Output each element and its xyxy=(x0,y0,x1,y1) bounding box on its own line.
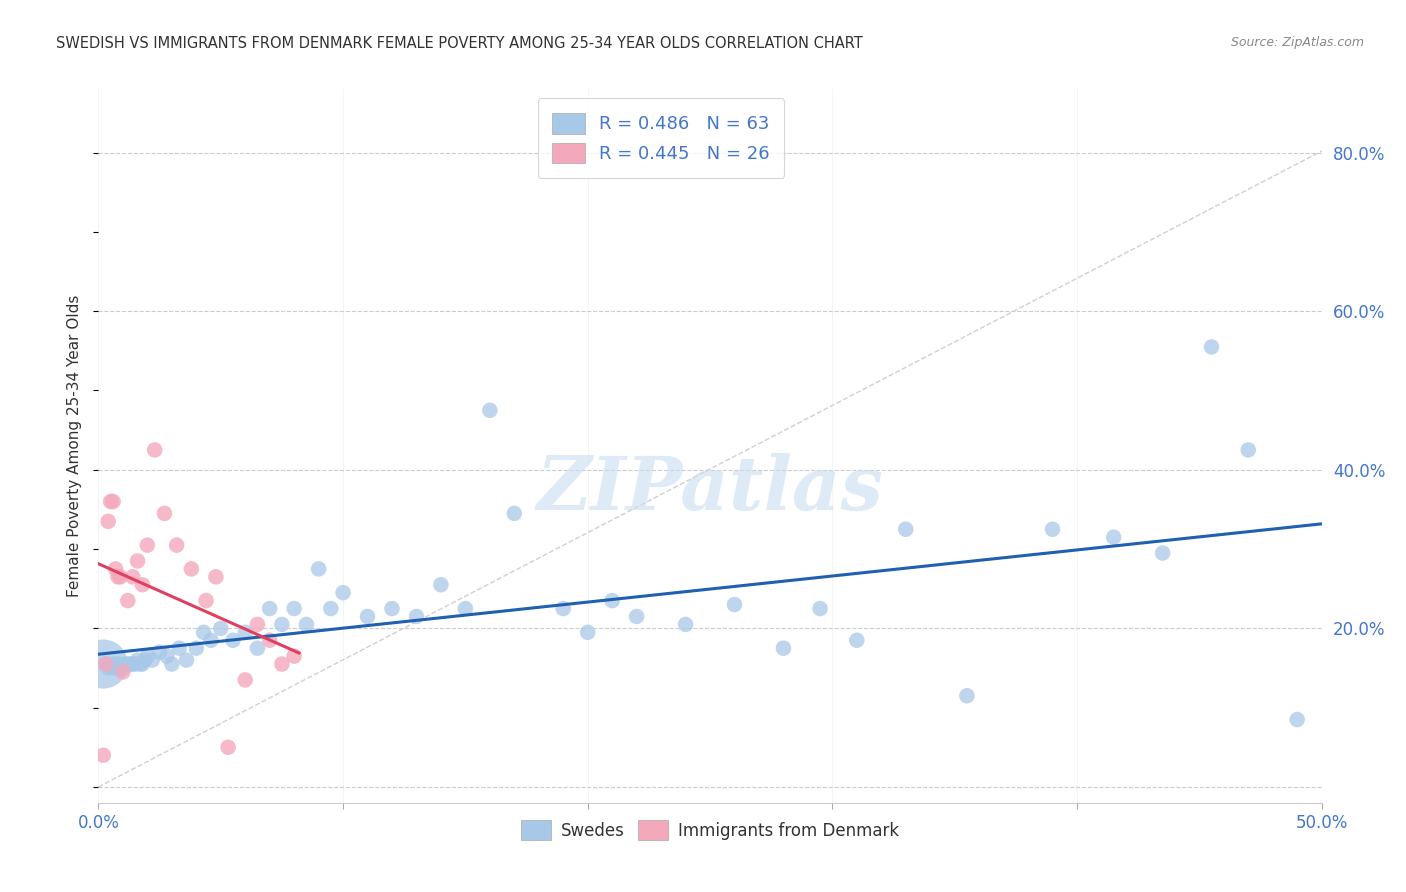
Y-axis label: Female Poverty Among 25-34 Year Olds: Female Poverty Among 25-34 Year Olds xyxy=(67,295,83,597)
Text: ZIPatlas: ZIPatlas xyxy=(537,452,883,525)
Point xyxy=(100,494,122,508)
Text: SWEDISH VS IMMIGRANTS FROM DENMARK FEMALE POVERTY AMONG 25-34 YEAR OLDS CORRELAT: SWEDISH VS IMMIGRANTS FROM DENMARK FEMAL… xyxy=(56,36,863,51)
Point xyxy=(381,601,404,615)
Point xyxy=(111,665,134,679)
Point xyxy=(121,657,143,671)
Point xyxy=(283,601,305,615)
Point xyxy=(124,657,146,671)
Point xyxy=(430,578,453,592)
Point xyxy=(94,657,117,671)
Point xyxy=(845,633,868,648)
Point xyxy=(209,621,232,635)
Point xyxy=(160,657,183,671)
Point xyxy=(127,653,149,667)
Point xyxy=(319,601,342,615)
Point xyxy=(97,661,120,675)
Point xyxy=(195,593,218,607)
Point xyxy=(104,562,127,576)
Point xyxy=(270,657,294,671)
Text: 50.0%: 50.0% xyxy=(1295,814,1348,831)
Point xyxy=(156,649,179,664)
Point xyxy=(503,507,526,521)
Point xyxy=(110,661,132,675)
Point xyxy=(134,653,156,667)
Point xyxy=(222,633,245,648)
Point xyxy=(626,609,648,624)
Legend: Swedes, Immigrants from Denmark: Swedes, Immigrants from Denmark xyxy=(513,812,907,848)
Point xyxy=(246,617,269,632)
Point xyxy=(166,538,188,552)
Point xyxy=(553,601,575,615)
Point xyxy=(1286,713,1309,727)
Point xyxy=(141,653,163,667)
Point xyxy=(114,657,136,671)
Point xyxy=(356,609,378,624)
Point xyxy=(956,689,979,703)
Point xyxy=(129,657,152,671)
Point xyxy=(120,657,142,671)
Point xyxy=(576,625,599,640)
Point xyxy=(149,645,172,659)
Point xyxy=(1042,522,1064,536)
Point xyxy=(259,633,281,648)
Point xyxy=(100,657,122,671)
Point xyxy=(405,609,427,624)
Point xyxy=(131,578,153,592)
Point xyxy=(136,649,159,664)
Point xyxy=(332,585,354,599)
Point xyxy=(295,617,318,632)
Point xyxy=(233,673,256,687)
Point xyxy=(180,562,202,576)
Point xyxy=(246,641,269,656)
Point xyxy=(193,625,215,640)
Point xyxy=(136,538,159,552)
Point xyxy=(176,653,198,667)
Point xyxy=(675,617,697,632)
Point xyxy=(233,625,256,640)
Point xyxy=(259,601,281,615)
Point xyxy=(127,554,149,568)
Point xyxy=(107,657,129,671)
Point xyxy=(167,641,190,656)
Point xyxy=(1201,340,1223,354)
Point xyxy=(117,593,139,607)
Point xyxy=(217,740,239,755)
Point xyxy=(101,494,124,508)
Point xyxy=(772,641,794,656)
Point xyxy=(121,570,143,584)
Point xyxy=(153,507,176,521)
Point xyxy=(91,657,114,671)
Text: Source: ZipAtlas.com: Source: ZipAtlas.com xyxy=(1230,36,1364,49)
Point xyxy=(131,657,153,671)
Point xyxy=(200,633,222,648)
Point xyxy=(205,570,228,584)
Point xyxy=(110,570,132,584)
Point xyxy=(1152,546,1174,560)
Point xyxy=(600,593,623,607)
Point xyxy=(111,661,134,675)
Point xyxy=(808,601,831,615)
Point xyxy=(117,657,139,671)
Point xyxy=(94,657,117,671)
Point xyxy=(283,649,305,664)
Point xyxy=(143,442,166,457)
Point xyxy=(723,598,745,612)
Text: 0.0%: 0.0% xyxy=(77,814,120,831)
Point xyxy=(478,403,501,417)
Point xyxy=(1237,442,1260,457)
Point xyxy=(186,641,208,656)
Point xyxy=(104,657,127,671)
Point xyxy=(1102,530,1125,544)
Point xyxy=(894,522,917,536)
Point xyxy=(270,617,294,632)
Point xyxy=(454,601,477,615)
Point xyxy=(97,514,120,528)
Point xyxy=(308,562,330,576)
Point xyxy=(101,661,124,675)
Point xyxy=(91,748,114,763)
Point xyxy=(107,570,129,584)
